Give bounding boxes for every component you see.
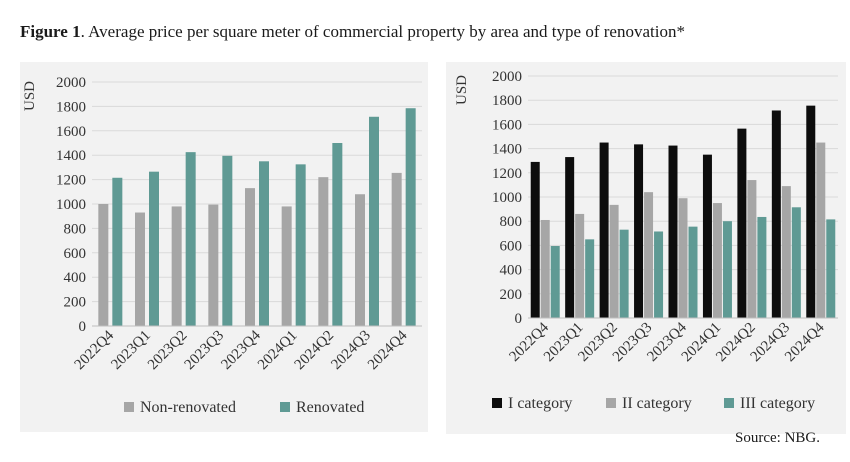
y-tick-label: 2000 <box>56 75 86 91</box>
bar <box>149 171 159 326</box>
bar <box>259 161 269 326</box>
bar <box>688 226 698 318</box>
figure-title: Figure 1. Average price per square meter… <box>20 22 685 42</box>
chart-category-svg: 0 200 400 600 800 1000 1200 1400 1600 1800 2000 USD… <box>454 69 838 412</box>
legend-label: Renovated <box>296 399 364 416</box>
x-tick-label: 2023Q4 <box>218 327 264 373</box>
chart-renovation-svg: 0 200 400 600 800 1000 1200 1400 1600 1800 2000 USD… <box>22 75 422 416</box>
y-tick-label: 1000 <box>492 190 522 206</box>
legend-swatch <box>492 398 502 408</box>
bar <box>619 229 629 318</box>
bar <box>171 206 182 326</box>
bar <box>747 180 757 318</box>
bar <box>369 116 379 326</box>
legend-label: II category <box>622 395 692 412</box>
bar <box>530 161 540 318</box>
source-note: Source: NBG. <box>735 430 820 446</box>
y-tick-label: 1200 <box>492 166 522 182</box>
figure-title-text: . Average price per square meter of comm… <box>80 22 685 41</box>
bar <box>540 219 550 318</box>
bar <box>135 212 145 326</box>
x-tick-label: 2023Q3 <box>182 328 227 373</box>
bar <box>781 186 791 318</box>
x-tick-label: 2024Q2 <box>292 328 337 373</box>
bar <box>668 145 678 318</box>
bar <box>654 231 664 318</box>
legend-label: Non-renovated <box>140 399 236 416</box>
bar <box>771 110 781 318</box>
bar <box>295 164 306 326</box>
legend-swatch <box>124 402 134 412</box>
legend-label: I category <box>508 395 572 412</box>
figure-label: Figure 1 <box>20 22 81 41</box>
y-axis-label: USD <box>22 81 38 111</box>
y-tick-label: 1400 <box>56 148 86 164</box>
bar <box>609 204 619 318</box>
y-tick-label: 0 <box>515 311 523 327</box>
bar <box>208 204 219 326</box>
bar <box>281 206 292 326</box>
y-tick-label: 1600 <box>56 124 86 140</box>
x-tick-label: 2024Q3 <box>328 328 373 373</box>
y-tick-label: 0 <box>79 319 87 335</box>
bar <box>644 192 654 318</box>
bar <box>791 207 801 318</box>
bar <box>185 152 196 326</box>
x-tick-label: 2023Q1 <box>108 328 153 373</box>
y-tick-label: 400 <box>64 270 87 286</box>
chart-panel-renovation: 0 200 400 600 800 1000 1200 1400 1600 1800 2000 USD… <box>20 62 428 432</box>
bar <box>806 105 816 318</box>
y-tick-label: 600 <box>64 246 87 262</box>
chart-panel-category: 0 200 400 600 800 1000 1200 1400 1600 1800 2000 USD… <box>446 62 846 434</box>
bar <box>826 219 836 318</box>
bar <box>678 198 688 318</box>
bar <box>405 108 416 326</box>
bar <box>634 144 644 318</box>
y-tick-label: 1400 <box>492 142 522 158</box>
bar <box>391 172 402 326</box>
y-tick-label: 600 <box>500 238 523 254</box>
y-tick-label: 1200 <box>56 173 86 189</box>
y-tick-label: 2000 <box>492 69 522 85</box>
bar <box>112 177 123 326</box>
y-tick-label: 1600 <box>492 117 522 133</box>
y-tick-label: 1800 <box>56 99 86 115</box>
legend-swatch <box>724 398 734 408</box>
y-tick-label: 200 <box>500 287 523 303</box>
y-tick-label: 800 <box>64 221 87 237</box>
y-tick-label: 800 <box>500 214 523 230</box>
x-tick-label: 2024Q4 <box>365 327 411 373</box>
bar <box>332 143 343 326</box>
bar <box>355 194 365 326</box>
bar <box>222 155 233 326</box>
legend-swatch <box>606 398 616 408</box>
y-tick-label: 200 <box>64 295 87 311</box>
y-tick-label: 1800 <box>492 93 522 109</box>
x-tick-label: 2024Q4 <box>782 319 828 365</box>
bar <box>565 157 575 318</box>
y-tick-label: 400 <box>500 263 523 279</box>
bar <box>98 204 109 326</box>
bar <box>712 203 722 318</box>
bar <box>599 142 609 318</box>
bar <box>757 216 767 318</box>
bar <box>575 213 585 318</box>
bar <box>702 154 712 318</box>
bar <box>737 128 747 318</box>
bar <box>245 188 255 326</box>
x-tick-label: 2023Q2 <box>145 328 190 373</box>
bar <box>585 239 595 318</box>
bar <box>722 221 732 318</box>
bar <box>816 142 826 318</box>
y-tick-label: 1000 <box>56 197 86 213</box>
legend-swatch <box>280 402 290 412</box>
bar <box>318 177 329 326</box>
x-tick-label: 2024Q1 <box>255 328 300 373</box>
legend-label: III category <box>740 395 815 412</box>
y-axis-label: USD <box>454 75 470 105</box>
bar <box>550 246 560 318</box>
